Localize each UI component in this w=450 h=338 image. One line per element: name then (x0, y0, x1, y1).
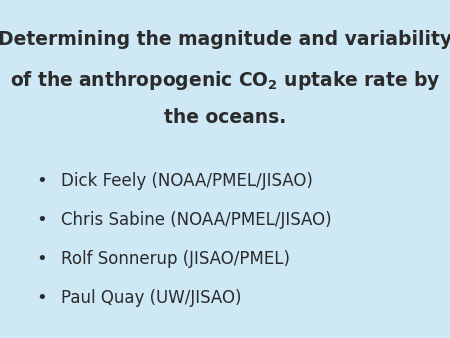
Text: the oceans.: the oceans. (164, 108, 286, 127)
Text: •: • (36, 289, 47, 307)
Text: Rolf Sonnerup (JISAO/PMEL): Rolf Sonnerup (JISAO/PMEL) (61, 250, 290, 268)
Text: Paul Quay (UW/JISAO): Paul Quay (UW/JISAO) (61, 289, 241, 307)
Text: Determining the magnitude and variability: Determining the magnitude and variabilit… (0, 30, 450, 49)
Text: Dick Feely (NOAA/PMEL/JISAO): Dick Feely (NOAA/PMEL/JISAO) (61, 172, 313, 190)
Text: Chris Sabine (NOAA/PMEL/JISAO): Chris Sabine (NOAA/PMEL/JISAO) (61, 211, 331, 229)
Text: $\mathbf{of\ the\ anthropogenic\ CO_2\ uptake\ rate\ by}$: $\mathbf{of\ the\ anthropogenic\ CO_2\ u… (10, 69, 440, 92)
Text: •: • (36, 172, 47, 190)
Text: •: • (36, 211, 47, 229)
Text: •: • (36, 250, 47, 268)
